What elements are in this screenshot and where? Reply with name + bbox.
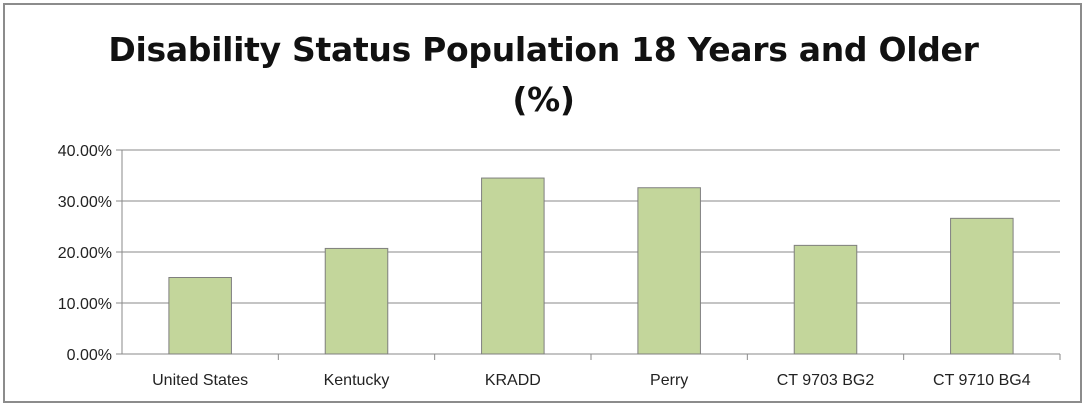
bar [168,277,232,355]
bar [637,187,701,355]
chart-title-unit: (%) [512,80,575,119]
bar [950,217,1014,355]
x-tick-label: CT 9703 BG2 [777,372,875,389]
x-tick-label: CT 9710 BG4 [933,372,1031,389]
x-tick-label: KRADD [485,372,541,389]
x-tick-label: Kentucky [324,372,390,389]
y-tick-label: 40.00% [58,143,112,160]
y-tick-label: 30.00% [58,194,112,211]
bar [793,244,858,355]
x-tick-label: United States [152,372,248,389]
y-tick-label: 20.00% [58,245,112,262]
bar [481,177,545,355]
y-tick-label: 10.00% [58,296,112,313]
chart-title: Disability Status Population 18 Years an… [108,30,979,69]
y-tick-label: 0.00% [67,347,112,364]
bar [324,247,389,355]
x-tick-label: Perry [650,372,688,389]
